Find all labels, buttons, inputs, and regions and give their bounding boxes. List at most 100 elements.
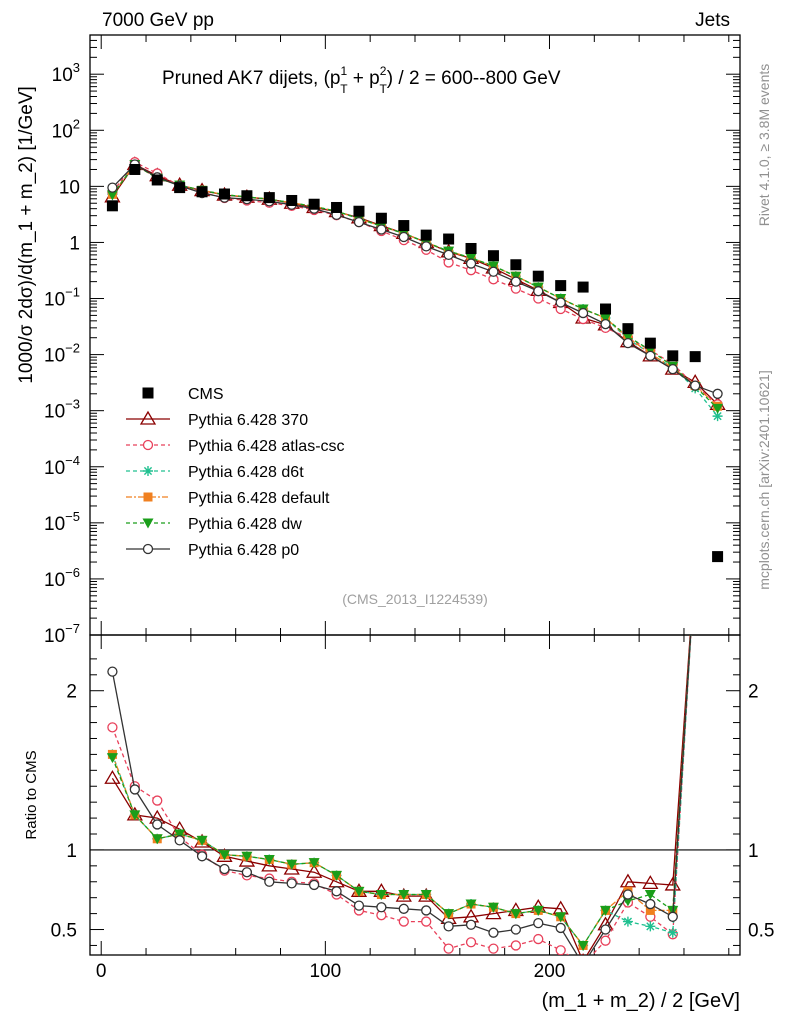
ratio-series-marker xyxy=(353,900,365,911)
legend-label: Pythia 6.428 atlas-csc xyxy=(188,438,345,455)
cms-data-point xyxy=(689,351,701,363)
series-marker xyxy=(443,249,454,261)
ratio-series-marker xyxy=(398,890,410,901)
legend-marker xyxy=(142,387,154,399)
cms-data-point xyxy=(263,192,275,204)
cms-data-point xyxy=(196,186,208,198)
ratio-series-marker xyxy=(196,835,208,846)
series-line xyxy=(111,163,719,417)
cms-data-point xyxy=(353,205,365,217)
ratio-series-marker xyxy=(152,819,163,830)
ratio-series-marker xyxy=(443,943,454,954)
series-marker xyxy=(510,276,522,287)
y-tick-label: 10−6 xyxy=(44,565,80,591)
ratio-y-tick-label-right: 0.5 xyxy=(748,921,774,942)
ratio-series-marker xyxy=(622,916,633,927)
cms-data-point xyxy=(577,281,589,293)
legend-marker xyxy=(142,439,154,451)
ratio-y-tick-label: 1 xyxy=(66,841,77,862)
ratio-y-axis-label: Ratio to CMS xyxy=(23,750,40,839)
ratio-series-marker xyxy=(645,905,655,915)
ratio-series-marker xyxy=(664,876,681,891)
series-marker xyxy=(622,332,634,343)
ratio-series-marker xyxy=(510,924,522,935)
plot-title: Pruned AK7 dijets, (p1 T + p2 T) / 2 = 600… xyxy=(162,64,561,96)
ratio-y-tick-label-right: 2 xyxy=(748,682,759,703)
series-marker xyxy=(398,231,409,243)
ratio-series-marker xyxy=(353,886,365,897)
ratio-series-marker xyxy=(376,902,387,913)
ratio-series-marker xyxy=(465,919,477,930)
series-marker xyxy=(488,266,499,277)
ratio-series-marker xyxy=(398,916,409,927)
series-line xyxy=(111,163,719,405)
ratio-series-marker xyxy=(691,559,700,568)
cms-data-point xyxy=(465,242,477,254)
legend-label: Pythia 6.428 d6t xyxy=(188,464,304,481)
ratio-series-marker xyxy=(107,666,118,677)
cms-data-point xyxy=(241,190,253,202)
legend-marker xyxy=(143,466,153,476)
ratio-series-marker xyxy=(218,850,230,861)
legend-label: CMS xyxy=(188,386,224,403)
main-panel: 10310210110−110−210−310−410−510−610−7100… xyxy=(16,34,741,647)
series-marker xyxy=(376,224,387,235)
ratio-panel: 0 100 200 0.5 0.5 1 1 2 2 Ratio to CMS (m_1 + m_2)… xyxy=(23,556,774,1012)
ratio-series-marker xyxy=(645,921,656,932)
series-marker xyxy=(106,190,118,201)
y-axis-label: 1000/σ 2dσ)/d(m_1 + m_2) [1/GeV] xyxy=(16,86,37,384)
series-marker xyxy=(107,182,118,193)
ratio-series-marker xyxy=(308,858,320,869)
series-marker xyxy=(577,307,589,319)
ratio-series-marker xyxy=(264,876,275,887)
ratio-series-line xyxy=(111,635,692,947)
series-marker xyxy=(712,411,723,422)
ratio-series-marker xyxy=(129,810,141,821)
ratio-series-marker xyxy=(398,903,409,914)
y-tick-label: 10 xyxy=(59,177,80,198)
legend: CMS Pythia 6.428 370 Pythia 6.428 atlas-cs… xyxy=(126,386,345,559)
cms-data-point xyxy=(286,194,298,206)
y-tick-label: 10−2 xyxy=(44,341,80,367)
ratio-series-marker xyxy=(421,916,432,927)
ratio-series-marker xyxy=(286,878,297,889)
ratio-series-marker xyxy=(443,909,455,920)
ratio-series-marker xyxy=(375,890,387,901)
ratio-series-marker xyxy=(688,556,702,568)
series-marker xyxy=(421,241,432,252)
series-marker xyxy=(645,350,656,361)
ratio-series-marker xyxy=(219,863,230,875)
y-tick-label: 10−7 xyxy=(44,621,80,647)
ratio-y-tick-label: 2 xyxy=(66,682,77,703)
legend-marker xyxy=(139,410,157,425)
cms-data-point xyxy=(129,163,141,175)
cms-data-point xyxy=(644,337,656,349)
ratio-series-marker xyxy=(510,940,522,951)
ratio-series-marker xyxy=(241,867,253,878)
ratio-series-marker xyxy=(107,722,118,733)
cms-data-point xyxy=(443,233,455,245)
ratio-series-marker xyxy=(308,879,320,891)
series-marker xyxy=(622,338,634,349)
series-marker xyxy=(712,403,724,414)
ratio-series-marker xyxy=(331,886,342,897)
ratio-series-marker xyxy=(600,935,611,946)
series-marker xyxy=(600,313,612,324)
ratio-series-marker xyxy=(619,873,637,888)
header-right: Jets xyxy=(695,10,730,31)
cms-data-point xyxy=(622,323,634,335)
cms-data-point xyxy=(308,198,320,210)
legend-marker xyxy=(142,518,154,529)
cms-data-point xyxy=(218,188,230,200)
ratio-series-marker xyxy=(485,905,502,920)
ratio-frame xyxy=(89,634,741,956)
series-marker xyxy=(487,261,499,272)
legend-label: Pythia 6.428 dw xyxy=(188,516,302,533)
legend-label: Pythia 6.428 370 xyxy=(188,412,308,429)
x-tick-label: 200 xyxy=(534,961,566,982)
ratio-series-marker xyxy=(555,922,566,934)
cms-data-point xyxy=(667,350,679,362)
series-marker xyxy=(533,286,544,297)
ratio-series-marker xyxy=(421,905,432,916)
